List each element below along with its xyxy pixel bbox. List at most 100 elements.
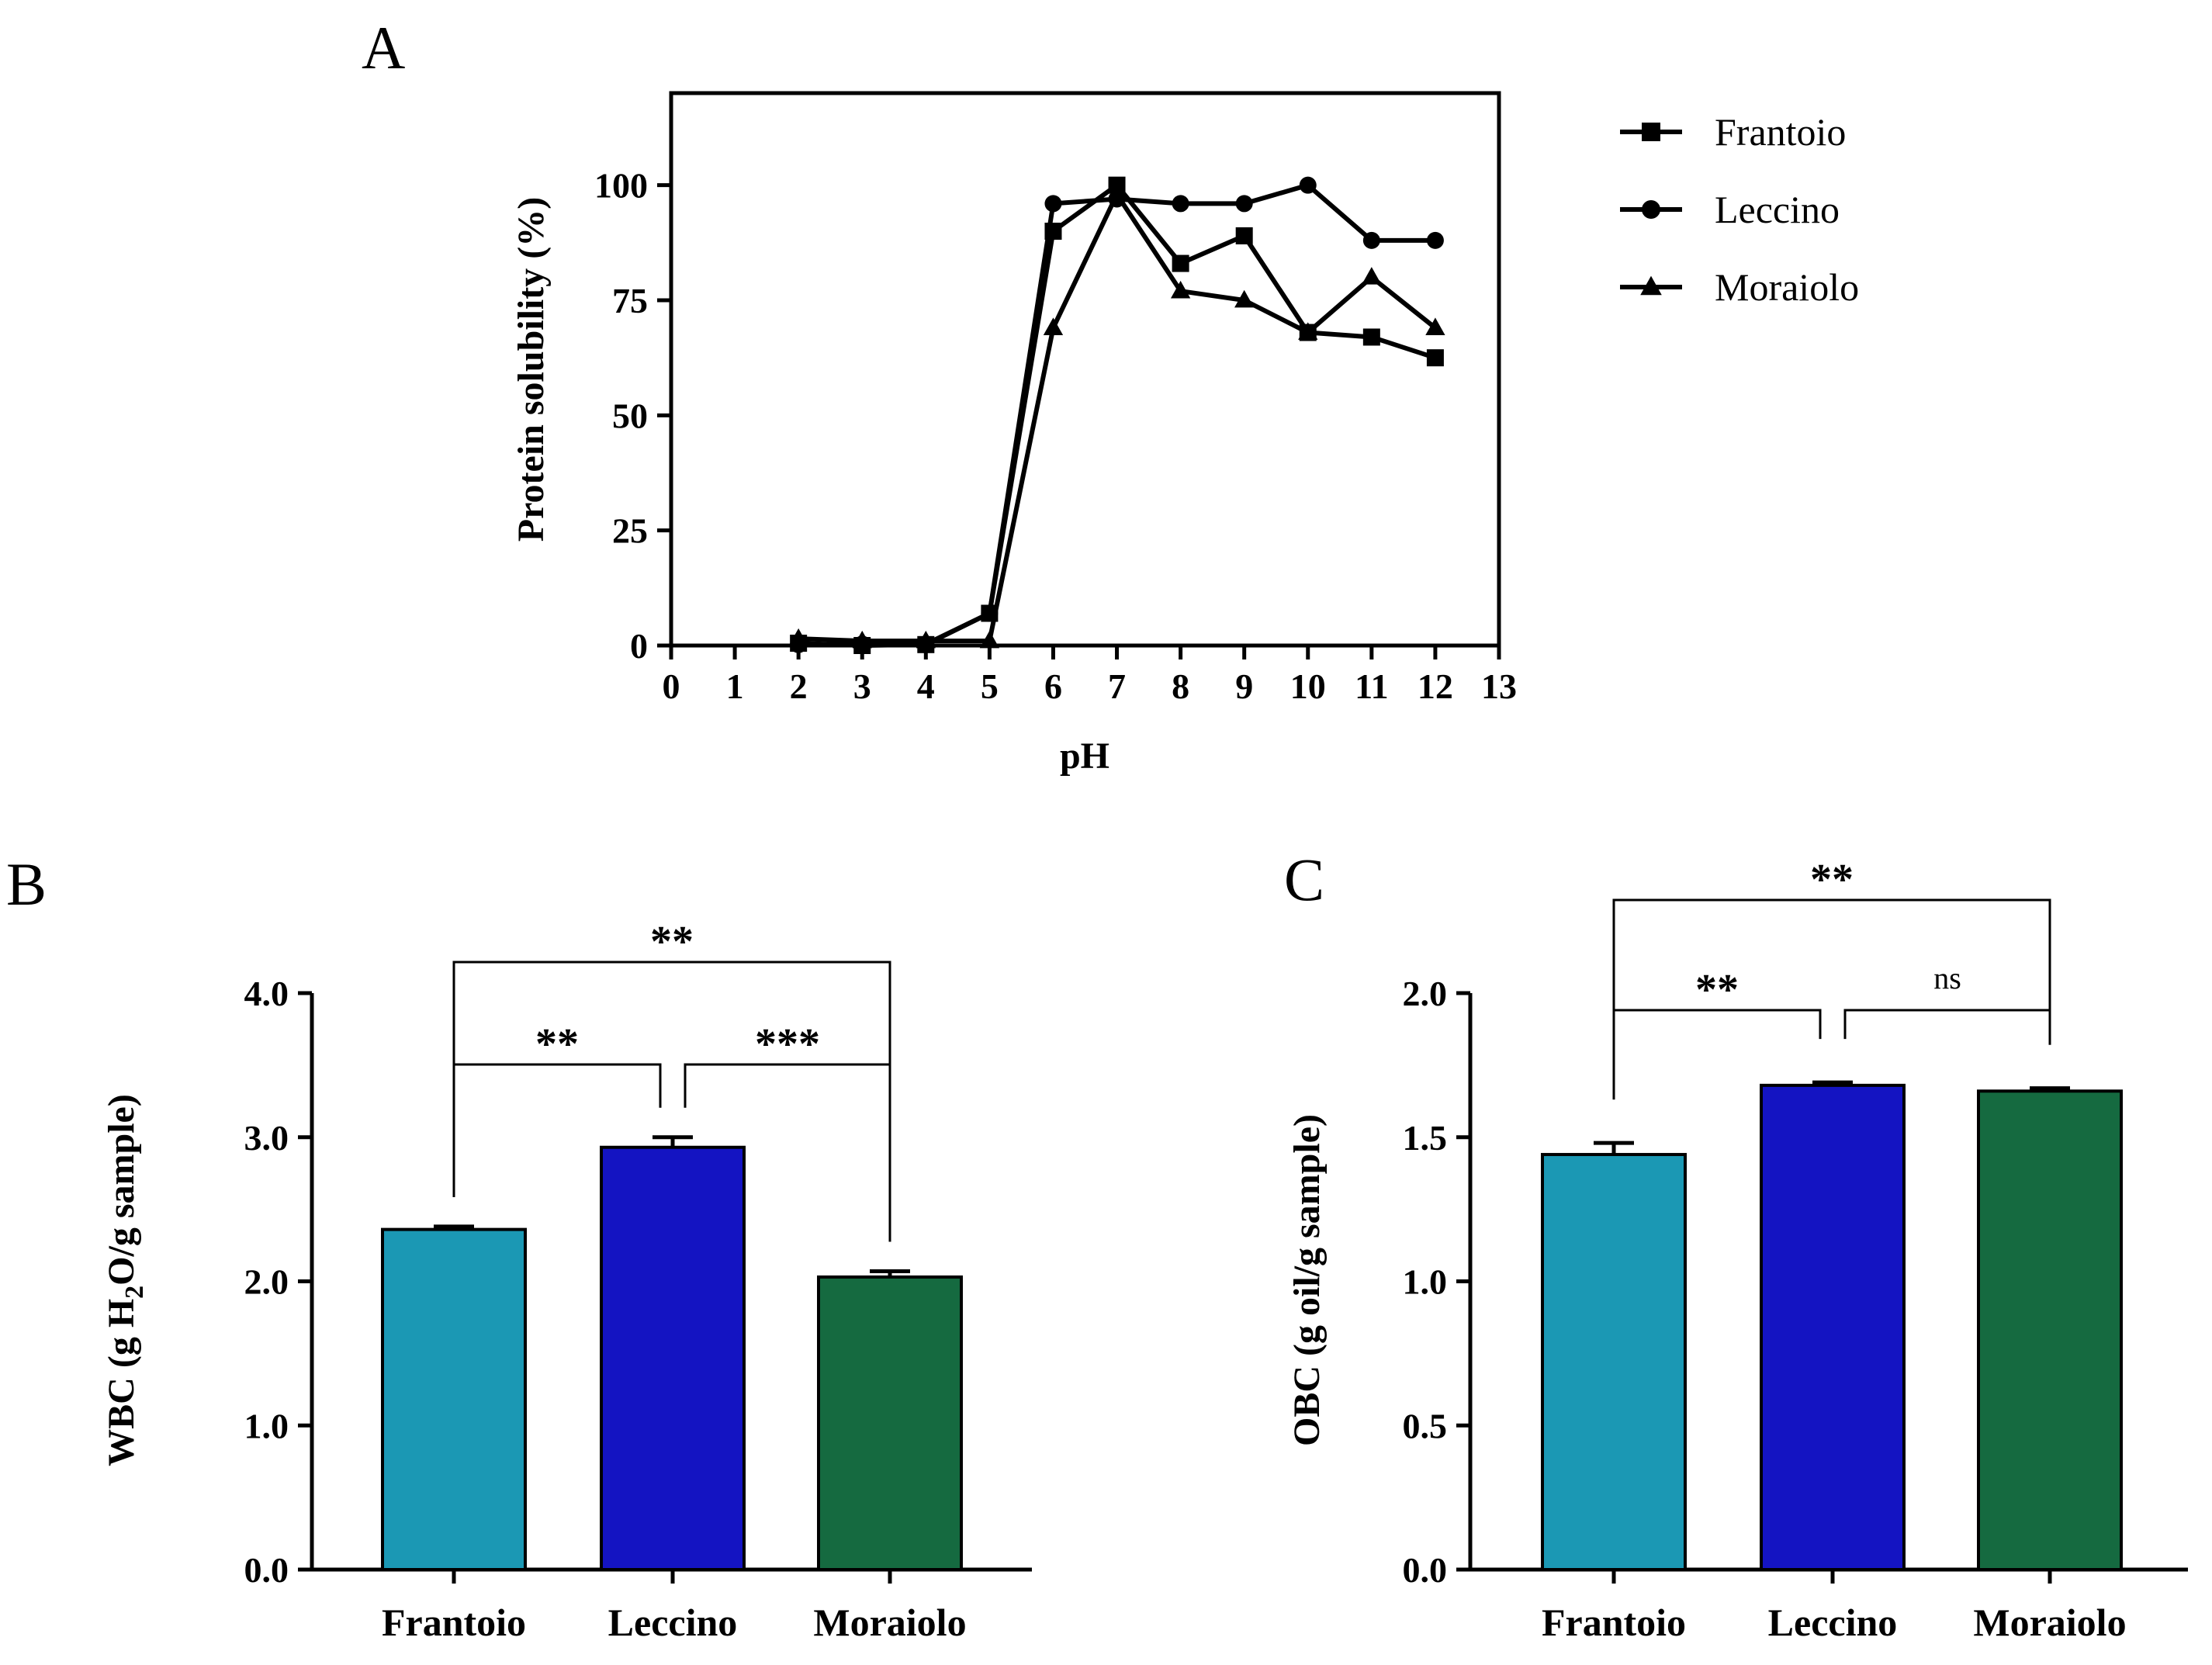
y-axis-ticks: 0 25 50 75 100 xyxy=(594,166,671,666)
y-tick-label: 4.0 xyxy=(244,974,289,1013)
data-point-leccino xyxy=(1299,176,1317,194)
x-tick-label: 10 xyxy=(1290,666,1326,706)
x-tick-label-frantoio: Frantoio xyxy=(1542,1601,1686,1644)
data-point-leccino xyxy=(1172,195,1189,213)
data-point-moraiolo xyxy=(1425,317,1445,335)
x-tick-label: 12 xyxy=(1418,666,1453,706)
significance-label: ** xyxy=(650,918,694,966)
y-tick-label: 75 xyxy=(612,281,648,320)
x-tick-label: 7 xyxy=(1108,666,1126,706)
y-axis-title-subscript: 2 xyxy=(120,1286,149,1299)
bar-leccino xyxy=(600,1145,746,1571)
y-tick-label: 50 xyxy=(612,396,648,435)
panel-label-b: B xyxy=(6,850,47,918)
significance-label: ns xyxy=(1933,961,1961,995)
x-tick-label: 0 xyxy=(663,666,680,706)
x-tick-label-leccino: Leccino xyxy=(1768,1601,1898,1644)
data-point-leccino xyxy=(1235,195,1253,213)
y-tick-label: 1.0 xyxy=(1403,1262,1448,1302)
x-tick-label: 11 xyxy=(1355,666,1388,706)
series-moraiolo xyxy=(788,184,1445,649)
y-tick-label: 0.5 xyxy=(1403,1406,1448,1445)
y-axis-title: Protein solubility (%) xyxy=(511,197,552,542)
data-point-leccino xyxy=(1362,231,1380,249)
legend: Frantoio Leccino Moraiolo xyxy=(1620,110,1859,309)
bar-chart-panel-c: 0.0 0.5 1.0 1.5 2.0 Frantoio Leccino Moraiolo *… xyxy=(1286,856,2188,1644)
x-tick-label-moraiolo: Moraiolo xyxy=(1973,1601,2126,1644)
x-axis-title: pH xyxy=(1060,736,1109,777)
series-line-frantoio xyxy=(798,182,1436,648)
plot-frame xyxy=(669,91,1501,648)
bar-leccino xyxy=(1760,1083,1906,1571)
axes: 0.0 0.5 1.0 1.5 2.0 Frantoio Leccino Moraiolo xyxy=(1403,974,2188,1644)
legend-label-frantoio: Frantoio xyxy=(1715,110,1846,154)
series-group xyxy=(788,176,1445,654)
data-point-moraiolo xyxy=(1170,280,1191,299)
x-tick-label: 2 xyxy=(790,666,808,706)
data-point-leccino xyxy=(1426,231,1444,249)
axes: 0.0 1.0 2.0 3.0 4.0 Frantoio Leccino Moraiolo xyxy=(244,974,1032,1644)
y-axis-title: OBC (g oil/g sample) xyxy=(1286,1114,1328,1446)
significance-brackets: ** ns ** xyxy=(1612,856,2051,1100)
data-point-frantoio xyxy=(1362,328,1380,346)
x-tick-label: 13 xyxy=(1481,666,1517,706)
y-tick-label: 100 xyxy=(594,166,648,206)
y-tick-label: 2.0 xyxy=(1403,974,1448,1013)
data-point-frantoio xyxy=(1172,254,1189,272)
data-point-moraiolo xyxy=(788,628,808,646)
bar-frantoio xyxy=(1541,1153,1687,1572)
bars xyxy=(381,1135,963,1571)
x-tick-label: 1 xyxy=(726,666,744,706)
significance-label: ** xyxy=(1695,966,1739,1014)
data-point-moraiolo xyxy=(1362,267,1382,285)
data-point-moraiolo xyxy=(1106,184,1127,202)
y-axis-title: WBC (g H2O/g sample) xyxy=(101,1094,149,1466)
x-tick-label-frantoio: Frantoio xyxy=(382,1601,526,1644)
data-point-moraiolo xyxy=(1043,317,1064,335)
panel-label-c: C xyxy=(1284,846,1324,913)
data-point-leccino xyxy=(1044,195,1062,213)
x-tick-label: 5 xyxy=(981,666,999,706)
significance-brackets: ** ***** xyxy=(452,918,891,1242)
legend-marker-frantoio xyxy=(1642,123,1660,141)
y-tick-label: 1.5 xyxy=(1403,1118,1448,1158)
x-tick-label: 6 xyxy=(1044,666,1062,706)
series-frantoio xyxy=(790,176,1444,654)
bar-moraiolo xyxy=(1977,1089,2123,1572)
x-tick-label: 9 xyxy=(1235,666,1253,706)
y-tick-label: 0.0 xyxy=(1403,1550,1448,1590)
legend-label-leccino: Leccino xyxy=(1715,188,1840,231)
x-tick-label: 4 xyxy=(917,666,935,706)
significance-bracket xyxy=(1843,1009,2051,1045)
legend-marker-leccino xyxy=(1642,200,1660,219)
panel-label-a: A xyxy=(362,14,405,81)
x-tick-label-leccino: Leccino xyxy=(608,1601,738,1644)
y-tick-label: 2.0 xyxy=(244,1262,289,1302)
x-tick-label: 8 xyxy=(1172,666,1189,706)
x-axis-ticks: 0 1 2 3 4 5 6 7 8 9 10 11 12 13 xyxy=(663,646,1517,706)
data-point-frantoio xyxy=(1426,349,1444,367)
y-tick-label: 0 xyxy=(630,626,648,666)
x-tick-label-moraiolo: Moraiolo xyxy=(813,1601,966,1644)
y-tick-label: 3.0 xyxy=(244,1118,289,1158)
data-point-moraiolo xyxy=(979,630,1000,649)
data-point-moraiolo xyxy=(852,630,872,649)
y-axis-title-part-1: WBC (g H xyxy=(101,1299,142,1466)
significance-label: ** xyxy=(535,1020,579,1068)
data-point-moraiolo xyxy=(1234,289,1255,308)
bar-frantoio xyxy=(381,1227,527,1571)
data-point-moraiolo xyxy=(1298,322,1318,340)
legend-label-moraiolo: Moraiolo xyxy=(1715,265,1859,309)
series-line-leccino xyxy=(798,182,1435,647)
significance-bracket xyxy=(452,961,891,1242)
legend-marker-moraiolo xyxy=(1640,275,1662,296)
x-tick-label: 3 xyxy=(853,666,871,706)
series-leccino xyxy=(790,176,1444,653)
y-tick-label: 0.0 xyxy=(244,1550,289,1590)
bar-chart-panel-b: 0.0 1.0 2.0 3.0 4.0 Frantoio Leccino Moraiolo *… xyxy=(101,918,1032,1644)
y-tick-label: 25 xyxy=(612,511,648,551)
series-line-moraiolo xyxy=(798,192,1437,644)
significance-label: *** xyxy=(755,1020,820,1068)
